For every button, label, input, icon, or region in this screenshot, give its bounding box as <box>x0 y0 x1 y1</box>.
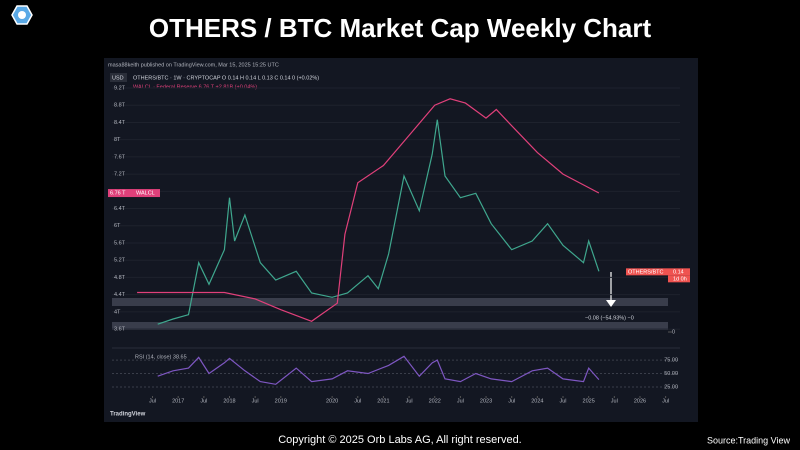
legend-walcl: WALCL · Federal Reserve 6.76 T +2.81B (+… <box>133 84 257 90</box>
publish-info: masa88keith published on TradingView.com… <box>108 62 279 68</box>
x-tick-label: Jul <box>200 398 207 404</box>
y-tick-label: 50.00 <box>664 371 678 377</box>
x-tick-label: 2020 <box>326 398 338 404</box>
countdown: 1d 0h <box>673 276 687 282</box>
price-tag <box>626 268 690 276</box>
y-tick-label: 6T <box>114 223 121 229</box>
x-tick-label: 2025 <box>583 398 595 404</box>
y-tick-label: 75.00 <box>664 358 678 364</box>
price-tag-value: 0.14 <box>673 269 684 275</box>
currency-box <box>110 73 127 82</box>
y-tick-label: 5.2T <box>114 258 126 264</box>
x-tick-label: Jul <box>406 398 413 404</box>
y-tick-label: 8.8T <box>114 103 126 109</box>
price-tag-label: OTHERS/BTC <box>628 269 663 275</box>
y2-tick-label: 0 <box>672 329 675 335</box>
x-tick-label: Jul <box>662 398 669 404</box>
price-tag-label: WALCL <box>136 190 155 196</box>
watermark: TradingView <box>110 412 146 418</box>
page-title: OTHERS / BTC Market Cap Weekly Chart <box>149 13 652 43</box>
zone-band <box>112 322 668 330</box>
series-line <box>157 355 600 385</box>
annotation: −0.08 (−54.93%) −0 <box>585 315 634 321</box>
x-tick-label: 2021 <box>377 398 389 404</box>
y-tick-label: 4.4T <box>114 292 126 298</box>
y-tick-label: 25.00 <box>664 384 678 390</box>
y-tick-label: 7.6T <box>114 154 126 160</box>
series-line <box>157 119 600 325</box>
series-line <box>137 98 600 322</box>
x-tick-label: 2017 <box>172 398 184 404</box>
x-tick-label: Jul <box>611 398 618 404</box>
x-tick-label: Jul <box>252 398 259 404</box>
x-tick-label: 2018 <box>223 398 235 404</box>
y-tick-label: 4T <box>114 309 121 315</box>
copyright: Copyright © 2025 Orb Labs AG, All right … <box>278 434 522 446</box>
y-tick-label: 8.4T <box>114 120 126 126</box>
x-tick-label: Jul <box>559 398 566 404</box>
x-tick-label: Jul <box>508 398 515 404</box>
source: Source:Trading View <box>707 435 791 445</box>
arrow-head <box>606 300 616 307</box>
x-tick-label: 2023 <box>480 398 492 404</box>
zone-band <box>112 298 668 306</box>
y-tick-label: 7.2T <box>114 172 126 178</box>
y-tick-label: 5.6T <box>114 240 126 246</box>
logo-dot <box>18 11 26 19</box>
price-tag-value: 6.76 T <box>110 190 126 196</box>
x-tick-label: 2019 <box>275 398 287 404</box>
y-tick-label: 3.6T <box>114 327 126 333</box>
currency: USD <box>112 75 124 81</box>
y-tick-label: 9.2T <box>114 85 126 91</box>
x-tick-label: 2024 <box>531 398 543 404</box>
price-tag <box>108 189 160 198</box>
x-tick-label: 2022 <box>429 398 441 404</box>
x-tick-label: 2026 <box>634 398 646 404</box>
chart-panel <box>104 58 698 422</box>
logo <box>11 5 33 25</box>
x-tick-label: Jul <box>354 398 361 404</box>
x-tick-label: Jul <box>149 398 156 404</box>
y-tick-label: 4.8T <box>114 275 126 281</box>
legend-main: OTHERS/BTC · 1W · CRYPTOCAP O 0.14 H 0.1… <box>133 75 319 81</box>
y-tick-label: 6.4T <box>114 206 126 212</box>
y-tick-label: 8T <box>114 137 121 143</box>
x-tick-label: Jul <box>457 398 464 404</box>
countdown-box <box>668 275 690 283</box>
pane-title: RSI (14, close) 38.65 <box>135 354 187 360</box>
